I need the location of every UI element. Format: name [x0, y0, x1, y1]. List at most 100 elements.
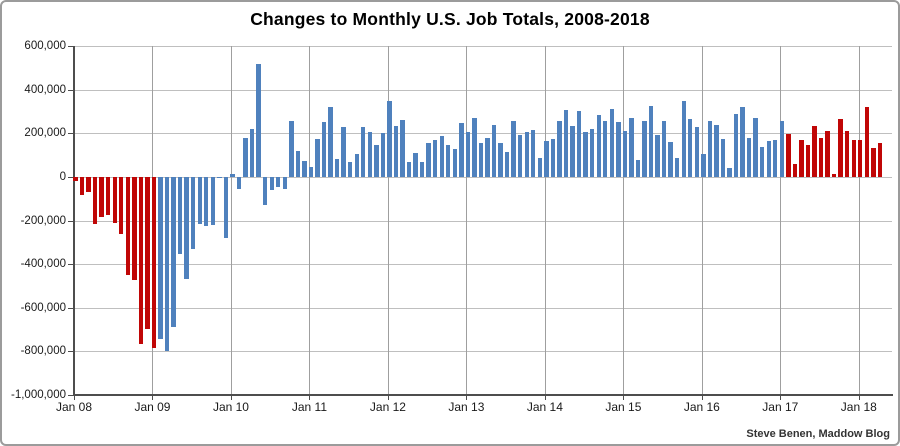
bar-month-2008-12: [145, 176, 150, 329]
bar-month-2010-03: [243, 137, 248, 177]
x-axis-tick: [544, 396, 546, 400]
y-axis-tick: [68, 133, 73, 135]
bar-month-2011-05: [334, 159, 340, 177]
x-axis-tick: [701, 396, 703, 400]
bar-month-2013-04: [485, 138, 490, 177]
bar-month-2016-06: [733, 114, 739, 177]
bar-month-2018-02: [864, 107, 870, 177]
x-axis-label: Jan 17: [762, 400, 799, 414]
bar-month-2009-05: [177, 176, 183, 255]
bar-month-2014-01: [544, 140, 549, 177]
y-axis-label: -1,000,000: [11, 389, 66, 401]
bar-month-2012-01: [387, 100, 392, 177]
v-gridline: [544, 46, 546, 395]
bar-month-2008-06: [106, 176, 111, 216]
bar-month-2014-10: [603, 121, 608, 177]
bar-month-2011-03: [321, 122, 327, 177]
bar-month-2010-05: [256, 64, 261, 177]
bar-month-2009-10: [210, 176, 216, 225]
x-axis-tick: [152, 396, 154, 400]
bar-month-2017-01: [779, 121, 784, 177]
bar-month-2008-08: [119, 176, 124, 234]
x-axis-tick: [466, 396, 468, 400]
bar-month-2011-09: [361, 126, 366, 177]
bar-month-2017-03: [792, 163, 798, 177]
bar-month-2009-06: [184, 176, 189, 280]
bar-month-2012-03: [400, 119, 405, 177]
bar-month-2015-01: [622, 131, 628, 177]
y-axis-label: 400,000: [24, 83, 66, 96]
bar-month-2014-05: [570, 125, 575, 177]
bar-month-2010-06: [262, 176, 268, 206]
v-gridline: [701, 46, 703, 395]
bar-month-2016-02: [707, 121, 713, 177]
x-axis-label: Jan 15: [605, 400, 642, 414]
y-axis-tick: [68, 351, 73, 353]
bar-month-2015-07: [661, 120, 667, 177]
h-gridline: [74, 133, 892, 135]
bar-month-2013-06: [498, 142, 503, 177]
bar-month-2009-12: [223, 176, 229, 238]
bar-month-2014-08: [589, 128, 595, 177]
bar-month-2016-07: [740, 106, 745, 177]
bar-month-2018-03: [871, 148, 876, 177]
bar-month-2012-11: [452, 148, 457, 177]
bar-month-2011-06: [341, 126, 346, 177]
bar-month-2008-11: [138, 176, 144, 344]
bar-month-2015-11: [688, 119, 693, 177]
bar-month-2018-01: [858, 139, 863, 177]
bar-month-2016-12: [773, 139, 778, 177]
bar-month-2017-04: [799, 139, 804, 177]
bar-month-2015-05: [648, 105, 654, 177]
x-axis-label: Jan 18: [840, 400, 877, 414]
y-axis-label: 200,000: [24, 127, 66, 140]
h-gridline: [74, 307, 892, 309]
bar-month-2017-11: [845, 130, 850, 177]
bar-month-2012-07: [426, 142, 431, 177]
bar-month-2010-02: [236, 176, 242, 189]
bar-month-2016-10: [760, 147, 765, 177]
bar-month-2010-04: [249, 128, 255, 177]
h-gridline: [74, 46, 892, 47]
bar-month-2011-02: [315, 138, 320, 177]
bar-month-2015-03: [635, 159, 641, 177]
bar-month-2012-10: [446, 145, 451, 177]
bar-month-2009-09: [204, 176, 209, 226]
bar-month-2015-02: [629, 118, 634, 177]
x-axis-label: Jan 16: [683, 400, 720, 414]
x-axis-line: [73, 394, 893, 396]
y-axis-tick: [68, 89, 73, 91]
bar-month-2014-03: [557, 121, 562, 177]
bar-month-2009-03: [164, 176, 170, 352]
y-axis-label: -200,000: [20, 214, 66, 227]
bar-month-2016-11: [766, 140, 771, 177]
bar-month-2010-12: [302, 160, 307, 177]
bar-month-2009-08: [197, 176, 202, 224]
attribution-credit: Steve Benen, Maddow Blog: [746, 428, 890, 440]
bar-month-2016-01: [701, 153, 706, 177]
bar-month-2013-05: [491, 124, 497, 177]
bar-month-2015-10: [681, 100, 686, 177]
y-axis-label: 0: [59, 170, 66, 183]
bar-month-2018-04: [877, 142, 883, 177]
bar-month-2010-01: [230, 173, 235, 177]
bar-month-2014-11: [609, 109, 614, 177]
y-axis-tick: [68, 220, 73, 222]
bar-month-2015-04: [642, 121, 647, 177]
y-axis-tick: [68, 46, 73, 47]
bar-month-2012-06: [419, 161, 425, 177]
bar-month-2015-09: [674, 157, 680, 177]
bar-month-2014-02: [550, 138, 556, 177]
bar-month-2011-04: [328, 106, 333, 177]
bar-month-2014-12: [616, 122, 621, 177]
bar-month-2011-12: [380, 133, 386, 177]
bar-month-2008-02: [79, 176, 85, 195]
bar-month-2017-08: [825, 131, 830, 177]
bar-month-2016-03: [714, 124, 719, 177]
bar-month-2012-08: [433, 140, 438, 177]
bar-month-2010-09: [282, 176, 287, 189]
bar-month-2016-04: [720, 139, 726, 177]
bar-month-2009-02: [158, 176, 163, 339]
bar-month-2008-01: [73, 176, 78, 181]
bar-month-2011-08: [354, 153, 359, 177]
